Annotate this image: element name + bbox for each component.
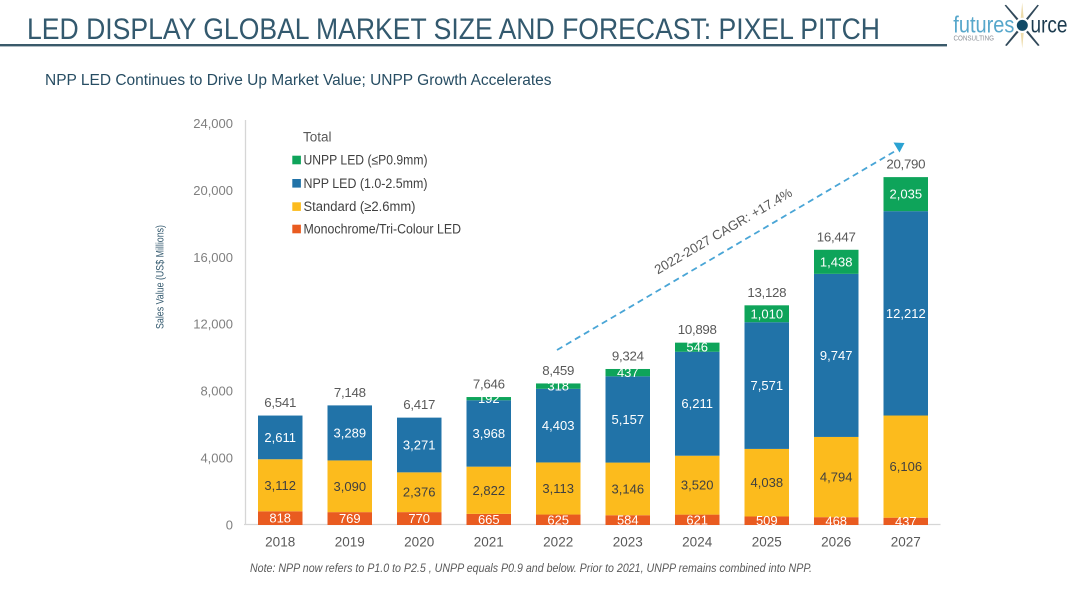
svg-text:2,822: 2,822 (473, 483, 506, 498)
svg-text:2,376: 2,376 (403, 485, 436, 500)
svg-text:2018: 2018 (265, 535, 295, 550)
svg-text:2021: 2021 (474, 535, 504, 550)
svg-text:818: 818 (269, 511, 291, 526)
svg-text:3,968: 3,968 (473, 426, 506, 441)
svg-text:16,447: 16,447 (817, 229, 856, 244)
svg-text:2024: 2024 (682, 535, 713, 550)
svg-text:3,271: 3,271 (403, 438, 436, 453)
svg-text:5,157: 5,157 (612, 412, 645, 427)
svg-text:12,212: 12,212 (886, 306, 926, 321)
svg-text:NPP LED Continues to Drive Up: NPP LED Continues to Drive Up Market Val… (45, 72, 552, 89)
svg-text:Note: NPP now refers to P1.0 t: Note: NPP now refers to P1.0 to P2.5 , U… (250, 561, 812, 575)
svg-text:4,403: 4,403 (542, 418, 575, 433)
svg-text:UNPP LED (≤P0.9mm): UNPP LED (≤P0.9mm) (304, 153, 428, 168)
svg-text:8,000: 8,000 (200, 384, 233, 399)
svg-text:futures: futures (953, 12, 1014, 38)
svg-text:Standard (≥2.6mm): Standard (≥2.6mm) (304, 199, 416, 214)
svg-text:3,090: 3,090 (334, 479, 367, 494)
svg-text:3,289: 3,289 (334, 425, 367, 440)
svg-text:urce: urce (1031, 12, 1068, 38)
svg-text:7,646: 7,646 (473, 377, 505, 392)
svg-text:10,898: 10,898 (678, 322, 717, 337)
svg-text:546: 546 (686, 340, 708, 355)
svg-text:16,000: 16,000 (193, 250, 233, 265)
svg-text:12,000: 12,000 (193, 317, 233, 332)
svg-text:2025: 2025 (752, 535, 782, 550)
svg-text:Sales Value (US$ Millions): Sales Value (US$ Millions) (155, 225, 167, 329)
svg-text:468: 468 (825, 514, 847, 529)
svg-text:437: 437 (895, 514, 917, 529)
svg-text:0: 0 (226, 518, 233, 533)
svg-text:6,211: 6,211 (681, 396, 713, 411)
svg-text:4,794: 4,794 (820, 470, 853, 485)
svg-text:7,148: 7,148 (334, 385, 366, 400)
svg-text:192: 192 (478, 391, 500, 406)
svg-text:20,790: 20,790 (886, 157, 925, 172)
svg-text:3,112: 3,112 (264, 478, 296, 493)
svg-text:2,611: 2,611 (264, 430, 296, 445)
svg-text:2023: 2023 (613, 535, 643, 550)
svg-text:3,520: 3,520 (681, 478, 714, 493)
svg-text:2020: 2020 (404, 535, 434, 550)
svg-text:1,010: 1,010 (751, 306, 784, 321)
svg-text:9,324: 9,324 (612, 349, 644, 364)
svg-text:20,000: 20,000 (193, 183, 233, 198)
svg-text:3,146: 3,146 (612, 481, 645, 496)
svg-text:769: 769 (339, 511, 361, 526)
svg-text:4,038: 4,038 (751, 475, 784, 490)
svg-text:2027: 2027 (891, 535, 921, 550)
svg-text:3,113: 3,113 (542, 481, 574, 496)
svg-text:Total: Total (303, 130, 332, 145)
svg-text:621: 621 (686, 512, 708, 527)
svg-text:437: 437 (617, 365, 639, 380)
svg-text:Monochrome/Tri-Colour LED: Monochrome/Tri-Colour LED (304, 222, 462, 237)
svg-text:770: 770 (408, 511, 430, 526)
svg-text:584: 584 (617, 513, 639, 528)
svg-text:7,571: 7,571 (751, 378, 784, 393)
svg-text:6,541: 6,541 (264, 395, 296, 410)
svg-text:8,459: 8,459 (542, 363, 574, 378)
svg-text:2022: 2022 (543, 535, 573, 550)
svg-text:2019: 2019 (335, 535, 365, 550)
svg-text:CONSULTING: CONSULTING (954, 34, 995, 43)
svg-text:665: 665 (478, 512, 500, 527)
svg-text:13,128: 13,128 (747, 285, 786, 300)
svg-text:1,438: 1,438 (820, 254, 853, 269)
svg-text:6,417: 6,417 (403, 397, 435, 412)
svg-text:2026: 2026 (821, 535, 851, 550)
svg-text:4,000: 4,000 (200, 451, 233, 466)
svg-text:NPP LED (1.0-2.5mm): NPP LED (1.0-2.5mm) (304, 176, 428, 191)
svg-text:LED DISPLAY GLOBAL MARKET SIZE: LED DISPLAY GLOBAL MARKET SIZE AND FOREC… (27, 13, 880, 46)
svg-text:2,035: 2,035 (890, 187, 923, 202)
svg-text:24,000: 24,000 (193, 116, 233, 131)
svg-text:509: 509 (756, 513, 778, 528)
svg-text:9,747: 9,747 (820, 348, 853, 363)
svg-text:318: 318 (547, 379, 569, 394)
svg-text:6,106: 6,106 (890, 459, 923, 474)
svg-text:625: 625 (547, 512, 569, 527)
